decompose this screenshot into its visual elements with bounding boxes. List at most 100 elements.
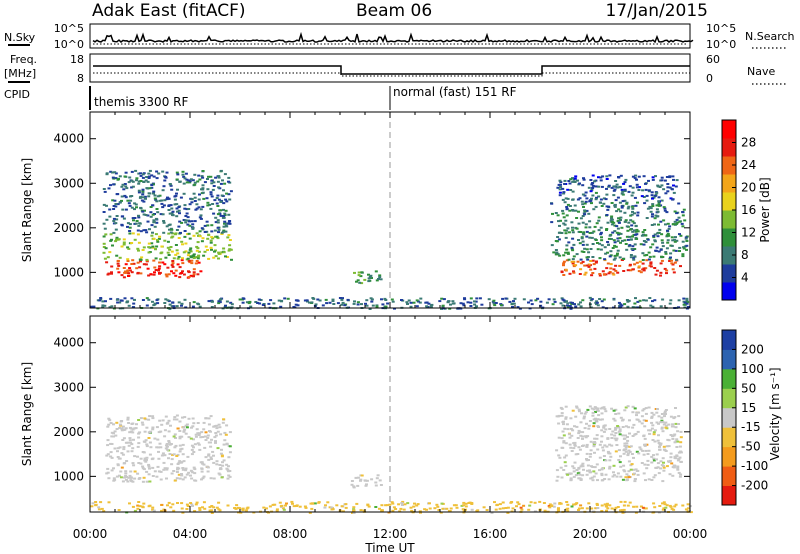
- data-cell: [106, 273, 110, 276]
- data-cell: [594, 301, 598, 304]
- data-cell: [176, 210, 179, 213]
- data-cell: [171, 503, 175, 506]
- data-cell: [191, 179, 195, 182]
- data-cell: [498, 503, 502, 506]
- data-cell: [623, 211, 627, 214]
- data-cell: [649, 429, 652, 432]
- data-cell: [170, 270, 173, 273]
- data-cell: [124, 427, 128, 430]
- data-cell: [600, 440, 603, 443]
- data-cell: [592, 475, 596, 478]
- data-cell: [128, 232, 132, 235]
- data-cell: [355, 280, 358, 283]
- data-cell: [675, 438, 679, 441]
- data-cell: [607, 185, 611, 188]
- data-cell: [157, 269, 160, 272]
- data-cell: [649, 246, 653, 249]
- data-cell: [271, 503, 275, 506]
- data-cell: [618, 186, 622, 189]
- data-cell: [112, 231, 116, 234]
- data-cell: [147, 242, 151, 245]
- data-cell: [565, 501, 569, 503]
- power-data: [90, 112, 690, 310]
- data-cell: [598, 274, 602, 277]
- data-cell: [219, 209, 223, 212]
- data-cell: [207, 257, 211, 260]
- data-cell: [310, 301, 314, 304]
- data-cell: [157, 431, 161, 434]
- data-cell: [124, 185, 128, 188]
- data-cell: [183, 204, 187, 207]
- data-cell: [192, 466, 196, 469]
- data-cell: [662, 206, 666, 209]
- data-cell: [621, 434, 625, 437]
- data-cell: [149, 446, 153, 449]
- data-cell: [654, 273, 658, 276]
- data-cell: [406, 502, 410, 505]
- data-cell: [584, 223, 588, 226]
- data-cell: [145, 426, 149, 429]
- data-cell: [273, 503, 277, 506]
- data-cell: [462, 501, 466, 504]
- data-cell: [221, 464, 225, 467]
- data-cell: [612, 258, 616, 261]
- data-cell: [675, 218, 679, 221]
- data-cell: [145, 480, 149, 483]
- data-cell: [185, 473, 189, 476]
- data-cell: [386, 302, 390, 305]
- data-cell: [199, 208, 203, 211]
- data-cell: [582, 178, 586, 181]
- data-cell: [137, 191, 141, 194]
- data-cell: [441, 507, 445, 510]
- data-cell: [195, 207, 199, 210]
- data-cell: [148, 169, 152, 172]
- data-cell: [600, 474, 604, 477]
- data-cell: [646, 459, 650, 462]
- data-cell: [621, 418, 625, 421]
- data-cell: [161, 261, 165, 264]
- data-cell: [172, 418, 176, 421]
- data-cell: [124, 472, 128, 475]
- data-cell: [660, 419, 664, 422]
- data-cell: [164, 447, 168, 450]
- data-cell: [581, 465, 585, 468]
- data-cell: [137, 241, 141, 244]
- data-cell: [205, 197, 209, 200]
- data-cell: [216, 447, 220, 450]
- data-cell: [193, 196, 197, 199]
- data-cell: [622, 508, 626, 511]
- data-cell: [163, 239, 167, 242]
- data-cell: [611, 231, 615, 234]
- data-cell: [667, 227, 671, 230]
- data-cell: [559, 466, 563, 469]
- data-cell: [193, 468, 197, 471]
- data-cell: [152, 259, 156, 262]
- data-cell: [219, 200, 223, 203]
- data-cell: [116, 301, 120, 304]
- data-cell: [108, 419, 112, 422]
- data-cell: [325, 302, 329, 305]
- data-cell: [126, 480, 130, 483]
- data-cell: [225, 442, 229, 445]
- data-cell: [185, 181, 189, 184]
- data-cell: [626, 269, 630, 272]
- data-cell: [611, 247, 615, 249]
- data-cell: [204, 245, 208, 248]
- data-cell: [615, 210, 619, 213]
- data-cell: [164, 175, 167, 178]
- data-cell: [219, 298, 223, 301]
- data-cell: [364, 302, 367, 305]
- data-cell: [631, 435, 635, 437]
- data-cell: [428, 507, 432, 510]
- data-cell: [637, 265, 641, 268]
- data-cell: [138, 431, 142, 434]
- data-cell: [563, 461, 567, 464]
- data-cell: [571, 226, 574, 229]
- data-cell: [600, 244, 604, 247]
- data-cell: [598, 273, 602, 275]
- data-cell: [198, 432, 202, 435]
- data-cell: [625, 479, 629, 482]
- data-cell: [193, 472, 197, 475]
- data-cell: [562, 274, 566, 276]
- data-cell: [642, 472, 646, 475]
